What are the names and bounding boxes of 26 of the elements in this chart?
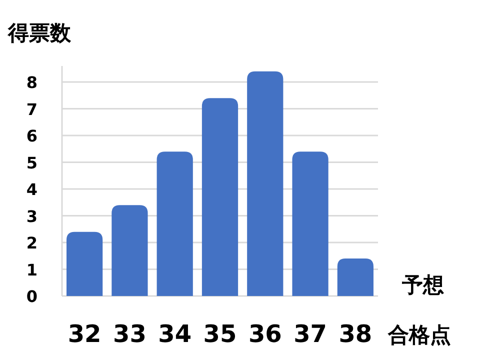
- y-tick-label: 7: [26, 100, 38, 119]
- bar: [156, 152, 193, 296]
- y-tick-label: 4: [26, 180, 38, 200]
- x-tick-label: 32: [68, 320, 102, 348]
- x-tick-label: 37: [294, 320, 327, 348]
- x-tick-label: 35: [203, 320, 237, 348]
- y-tick-label: 8: [26, 73, 38, 92]
- x-tick-label: 38: [338, 320, 372, 348]
- y-tick-label: 6: [26, 126, 38, 146]
- bar: [202, 98, 238, 296]
- x-tick-label: 34: [158, 320, 192, 348]
- x-tick-label: 33: [113, 320, 146, 348]
- bar: [292, 152, 328, 296]
- y-tick-label: 2: [26, 234, 38, 253]
- y-tick-label: 5: [26, 153, 38, 172]
- bar: [66, 232, 103, 296]
- y-tick-label: 0: [26, 287, 38, 306]
- y-tick-label: 1: [26, 260, 38, 280]
- x-axis-title: 合格点: [387, 323, 451, 347]
- y-tick-label: 3: [26, 206, 38, 226]
- text: 予想: [401, 273, 444, 297]
- y-axis-title: 得票数: [7, 21, 72, 45]
- x-tick-label: 36: [248, 320, 282, 348]
- bar: [247, 71, 284, 296]
- bar: [337, 258, 374, 296]
- bar: [112, 205, 148, 296]
